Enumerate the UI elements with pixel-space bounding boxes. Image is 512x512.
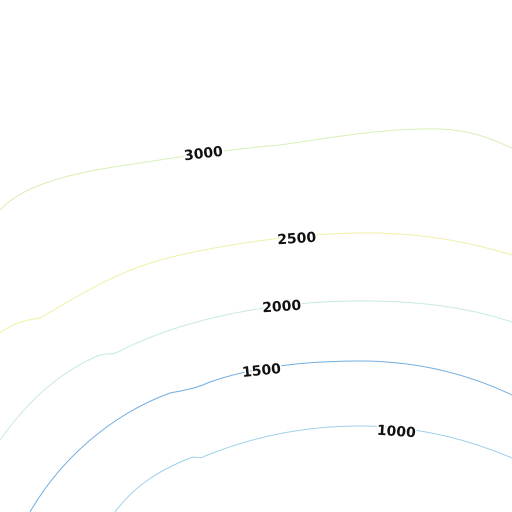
contour-label-1000: 1000: [376, 423, 416, 442]
contour-label-2000: 2000: [262, 298, 302, 317]
contour-line-3000: [0, 128, 512, 211]
contour-line-1500: [29, 360, 512, 512]
contour-label-1500: 1500: [241, 361, 282, 381]
contour-label-2500: 2500: [277, 230, 317, 249]
contour-line-2000: [0, 300, 512, 441]
contour-line-1000: [114, 425, 512, 512]
contour-label-3000: 3000: [183, 144, 224, 165]
contour-line-2500: [0, 232, 512, 334]
